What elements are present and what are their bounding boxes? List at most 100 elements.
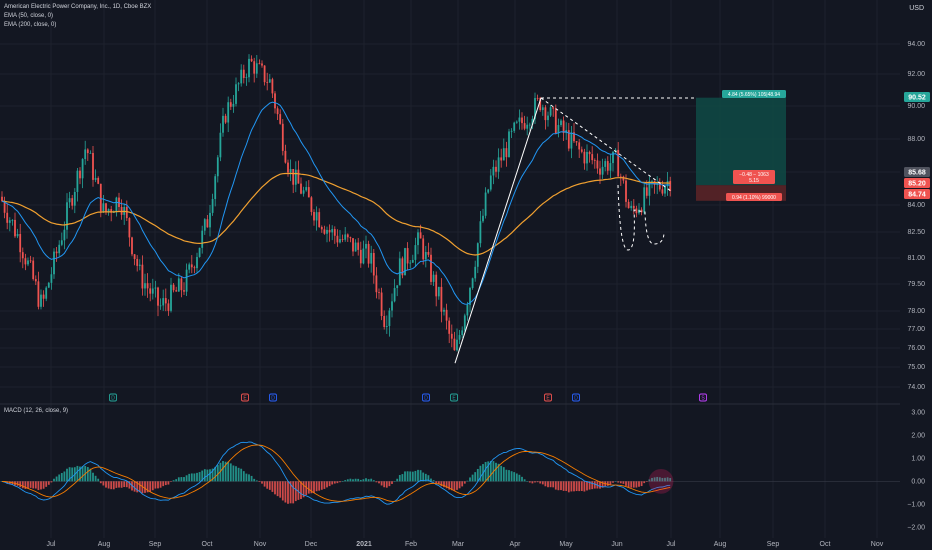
- candle-body: [209, 212, 211, 228]
- time-axis[interactable]: Jul Aug Sep Oct Nov Dec 2021 Feb Mar Apr May Jun Jul…: [47, 541, 884, 548]
- price-tick-label[interactable]: 90.00: [907, 103, 925, 110]
- time-tick-label[interactable]: Aug: [714, 541, 727, 548]
- price-tick-label[interactable]: 79.50: [907, 281, 925, 288]
- candle-body: [201, 230, 204, 248]
- macd-tick-label[interactable]: 1.00: [911, 455, 925, 462]
- time-tick-label[interactable]: Oct: [820, 541, 831, 548]
- macd-legend[interactable]: MACD (12, 26, close, 9): [4, 408, 69, 414]
- time-tick-label[interactable]: Feb: [405, 541, 417, 548]
- macd-histogram-bar: [443, 481, 445, 488]
- macd-histogram-bar: [268, 481, 271, 490]
- candle-body: [450, 333, 453, 339]
- price-label-box[interactable]: [904, 92, 930, 102]
- price-tick-label[interactable]: 81.00: [907, 255, 925, 262]
- macd-histogram-bar: [138, 481, 141, 493]
- time-tick-label[interactable]: Jul: [667, 541, 676, 548]
- price-label-box[interactable]: [904, 189, 930, 199]
- time-tick-label[interactable]: Apr: [510, 541, 522, 548]
- event-marker-7[interactable]: [699, 393, 707, 402]
- time-tick-label[interactable]: Jun: [611, 541, 622, 548]
- candle-body: [253, 61, 256, 74]
- macd-histogram-bar: [305, 481, 308, 495]
- price-label-box[interactable]: [904, 167, 930, 177]
- current-label-2: 5.15: [749, 178, 759, 184]
- candle-body: [84, 149, 87, 160]
- time-tick-label[interactable]: Jul: [47, 541, 56, 548]
- trend-drawings[interactable]: [454, 97, 696, 364]
- event-marker-label: S: [701, 396, 705, 402]
- macd-axis[interactable]: 3.00 2.00 1.00 0.00 −1.00 −2.00: [907, 409, 925, 531]
- candle-body: [632, 205, 635, 209]
- macd-histogram-bar: [365, 478, 367, 482]
- symbol-title[interactable]: American Electric Power Company, Inc., 1…: [4, 4, 152, 10]
- price-label-box[interactable]: [904, 178, 930, 188]
- time-tick-label[interactable]: Sep: [149, 541, 162, 548]
- event-marker-4[interactable]: [450, 393, 458, 402]
- ema50-legend[interactable]: EMA (50, close, 0): [4, 13, 54, 19]
- currency-label[interactable]: USD: [909, 5, 924, 12]
- ema200-legend[interactable]: EMA (200, close, 0): [4, 22, 57, 28]
- macd-histogram-bar: [318, 481, 321, 491]
- event-marker-0[interactable]: [109, 393, 117, 402]
- candle-body: [81, 159, 84, 179]
- ema200-line: [1, 172, 671, 256]
- time-tick-label[interactable]: Dec: [305, 541, 318, 548]
- price-tick-label[interactable]: 92.00: [907, 71, 925, 78]
- event-marker-1[interactable]: [241, 393, 249, 402]
- price-tick-label[interactable]: 78.00: [907, 308, 925, 315]
- event-marker-5[interactable]: [544, 393, 552, 402]
- macd-histogram-bar: [346, 479, 349, 482]
- candle-body: [456, 339, 458, 351]
- candle-body: [27, 260, 29, 265]
- macd-tick-label[interactable]: −2.00: [907, 524, 925, 531]
- macd-histogram-bar: [614, 481, 617, 482]
- candle-body: [541, 107, 544, 111]
- time-tick-label[interactable]: Nov: [871, 541, 884, 548]
- time-tick-label[interactable]: Aug: [98, 541, 111, 548]
- time-tick-label[interactable]: Nov: [254, 541, 267, 548]
- candle-body: [302, 190, 305, 194]
- candle-body: [271, 79, 274, 94]
- macd-tick-label[interactable]: 0.00: [911, 478, 925, 485]
- event-marker-3[interactable]: [422, 393, 430, 402]
- macd-histogram-bar: [640, 481, 643, 487]
- time-tick-label[interactable]: May: [559, 541, 573, 548]
- macd-histogram-bar: [651, 477, 653, 482]
- candle-body: [133, 254, 136, 260]
- macd-histogram-bar: [471, 474, 474, 482]
- candle-body: [645, 187, 648, 196]
- candle-body: [443, 309, 445, 312]
- price-tick-label[interactable]: 82.50: [907, 229, 925, 236]
- macd-tick-label[interactable]: −1.00: [907, 501, 925, 508]
- candle-body: [297, 169, 300, 184]
- time-tick-label[interactable]: Sep: [767, 541, 780, 548]
- macd-highlight-circle[interactable]: [648, 468, 674, 494]
- candle-body: [635, 208, 638, 214]
- time-tick-label[interactable]: Oct: [202, 541, 213, 548]
- candle-body: [365, 243, 367, 249]
- price-tick-label[interactable]: 74.00: [907, 384, 925, 391]
- price-tick-label[interactable]: 84.00: [907, 202, 925, 209]
- price-axis[interactable]: 94.0092.0090.0088.0086.0084.0082.5081.00…: [904, 41, 930, 391]
- macd-histogram-bar: [196, 472, 198, 482]
- macd-histogram-bar: [76, 465, 79, 482]
- price-tick-label[interactable]: 94.00: [907, 41, 925, 48]
- price-tick-label[interactable]: 77.00: [907, 326, 925, 333]
- time-tick-label[interactable]: 2021: [356, 541, 372, 548]
- macd-histogram-bar: [216, 465, 219, 482]
- price-tick-label[interactable]: 76.00: [907, 345, 925, 352]
- event-marker-2[interactable]: [269, 393, 277, 402]
- macd-tick-label[interactable]: 3.00: [911, 409, 925, 416]
- descending-dashed-line[interactable]: [540, 97, 673, 193]
- macd-tick-label[interactable]: 2.00: [911, 432, 925, 439]
- price-tick-label[interactable]: 75.00: [907, 364, 925, 371]
- price-tick-label[interactable]: 88.00: [907, 136, 925, 143]
- time-tick-label[interactable]: Mar: [452, 541, 465, 548]
- macd-histogram-bar: [66, 468, 68, 482]
- pattern-curve[interactable]: [617, 184, 665, 251]
- event-marker-6[interactable]: [572, 393, 580, 402]
- trendline-up[interactable]: [454, 97, 542, 364]
- macd-histogram-bar: [190, 473, 193, 482]
